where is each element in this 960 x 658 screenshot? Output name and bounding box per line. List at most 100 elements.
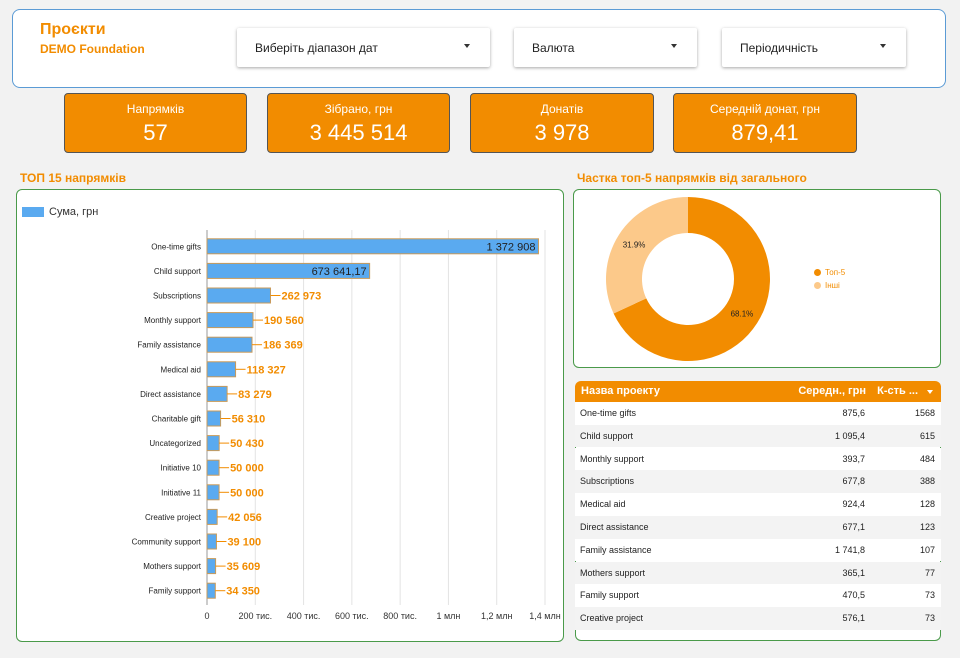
- periodicity-dropdown[interactable]: Періодичність: [722, 28, 906, 67]
- cell-name: Family support: [580, 590, 640, 601]
- table-row[interactable]: Family assistance 1 741,8 107: [575, 538, 941, 562]
- y-category-label: Mothers support: [143, 562, 202, 571]
- y-category-label: Monthly support: [144, 316, 202, 325]
- cell-count: 615: [919, 430, 935, 441]
- legend-swatch: [22, 207, 44, 218]
- header-panel: Проєкти DEMO Foundation Виберіть діапазо…: [12, 9, 946, 88]
- bar[interactable]: [206, 582, 216, 599]
- kpi-value: 879,41: [731, 120, 799, 145]
- y-category-label: Uncategorized: [149, 439, 201, 448]
- bar[interactable]: [206, 484, 220, 501]
- bar-chart-panel: Сума, грн 0 200 тис. 400 тис. 600 тис. 800 т…: [16, 189, 564, 642]
- y-category-label: Community support: [132, 538, 202, 547]
- table-row[interactable]: One-time gifts 875,6 1568: [575, 402, 941, 425]
- page-title: Проєкти: [40, 21, 106, 38]
- cell-average: 576,1: [842, 613, 865, 624]
- bar[interactable]: [206, 312, 254, 329]
- donut-slice-label: 31.9%: [623, 241, 646, 250]
- table-row[interactable]: Subscriptions 677,8 388: [575, 470, 941, 494]
- bar[interactable]: [206, 385, 228, 402]
- bar[interactable]: [206, 361, 237, 378]
- sort-caret-icon[interactable]: [927, 390, 933, 394]
- table-row[interactable]: Child support 1 095,4 615: [575, 424, 941, 448]
- donut-slice[interactable]: [606, 197, 688, 314]
- bar-value-label: 190 560: [264, 315, 304, 327]
- bar[interactable]: [206, 262, 371, 279]
- cell-count: 73: [924, 590, 935, 601]
- caret-down-icon: [464, 44, 470, 48]
- date-range-dropdown[interactable]: Виберіть діапазон дат: [237, 28, 490, 67]
- legend-label: Сума, грн: [49, 206, 99, 218]
- y-category-label: Initiative 10: [161, 464, 202, 473]
- cell-count: 388: [919, 476, 935, 487]
- cell-name: Family assistance: [580, 544, 652, 555]
- cell-name: One-time gifts: [580, 408, 637, 418]
- y-category-label: Creative project: [145, 513, 202, 522]
- cell-count: 484: [919, 453, 935, 464]
- y-category-label: Child support: [154, 267, 202, 276]
- cell-count: 107: [919, 544, 935, 555]
- y-category-label: Initiative 11: [161, 488, 201, 497]
- legend-label: Інші: [825, 281, 840, 290]
- bar-chart-legend: Сума, грн: [22, 206, 98, 218]
- bar[interactable]: [206, 558, 217, 575]
- bar[interactable]: [206, 336, 253, 353]
- kpi-label: Зібрано, грн: [324, 102, 393, 116]
- legend-item-top5: Топ-5: [814, 268, 845, 277]
- periodicity-label: Періодичність: [740, 40, 819, 55]
- bar[interactable]: [206, 533, 217, 550]
- bar-value-label: 39 100: [227, 537, 261, 549]
- cell-name: Monthly support: [580, 453, 645, 464]
- bar-value-label: 673 641,17: [312, 266, 367, 278]
- y-category-label: One-time gifts: [151, 242, 201, 251]
- column-header-count[interactable]: К-сть ...: [877, 385, 918, 397]
- column-header-average[interactable]: Середн., грн: [798, 385, 866, 397]
- x-tick-label: 0: [204, 611, 209, 621]
- cell-average: 924,4: [842, 499, 865, 510]
- column-header-name[interactable]: Назва проекту: [581, 385, 660, 397]
- date-range-label: Виберіть діапазон дат: [255, 40, 378, 55]
- cell-name: Mothers support: [580, 567, 646, 578]
- kpi-collected: Зібрано, грн 3 445 514: [267, 93, 450, 153]
- y-category-label: Family support: [149, 587, 202, 596]
- bar[interactable]: [206, 410, 222, 427]
- bar[interactable]: [206, 459, 220, 476]
- table-row[interactable]: Monthly support 393,7 484: [575, 447, 941, 471]
- bar[interactable]: [206, 435, 220, 452]
- bar[interactable]: [206, 508, 218, 525]
- cell-count: 73: [924, 613, 935, 624]
- organization-name: DEMO Foundation: [40, 42, 145, 56]
- bar-value-label: 34 350: [226, 586, 260, 598]
- table-row[interactable]: Creative project 576,1 73: [575, 607, 941, 630]
- bar-value-label: 42 056: [228, 512, 262, 524]
- cell-average: 677,1: [842, 522, 865, 532]
- cell-name: Direct assistance: [580, 522, 649, 532]
- y-category-label: Medical aid: [161, 365, 201, 374]
- bar-value-label: 186 369: [263, 340, 303, 352]
- kpi-label: Напрямків: [126, 102, 185, 116]
- donut-chart-panel: 68.1% 31.9% Топ-5 Інші: [573, 189, 941, 368]
- currency-dropdown[interactable]: Валюта: [514, 28, 697, 67]
- x-tick-label: 800 тис.: [383, 611, 417, 621]
- kpi-directions: Напрямків 57: [64, 93, 247, 153]
- cell-average: 365,1: [842, 567, 865, 578]
- legend-dot: [814, 269, 821, 277]
- table-row[interactable]: Direct assistance 677,1 123: [575, 516, 941, 539]
- bar-chart: 0 200 тис. 400 тис. 600 тис. 800 тис. 1 млн 1,…: [132, 230, 561, 621]
- table-row[interactable]: Family support 470,5 73: [575, 584, 941, 608]
- kpi-label: Середній донат, грн: [710, 102, 820, 116]
- donut-slice[interactable]: [613, 197, 770, 361]
- kpi-label: Донатів: [540, 102, 584, 116]
- caret-down-icon: [671, 44, 677, 48]
- cell-name: Child support: [580, 430, 634, 441]
- cell-count: 123: [919, 522, 935, 532]
- donut-slice-label: 68.1%: [731, 309, 754, 318]
- caret-down-icon: [880, 44, 886, 48]
- table-header: Назва проекту Середн., грн К-сть ...: [575, 381, 941, 402]
- table-row[interactable]: Mothers support 365,1 77: [575, 561, 941, 585]
- x-tick-label: 600 тис.: [335, 611, 369, 621]
- cell-name: Creative project: [580, 613, 644, 624]
- bar[interactable]: [206, 238, 539, 255]
- bar[interactable]: [206, 287, 271, 304]
- table-row[interactable]: Medical aid 924,4 128: [575, 493, 941, 516]
